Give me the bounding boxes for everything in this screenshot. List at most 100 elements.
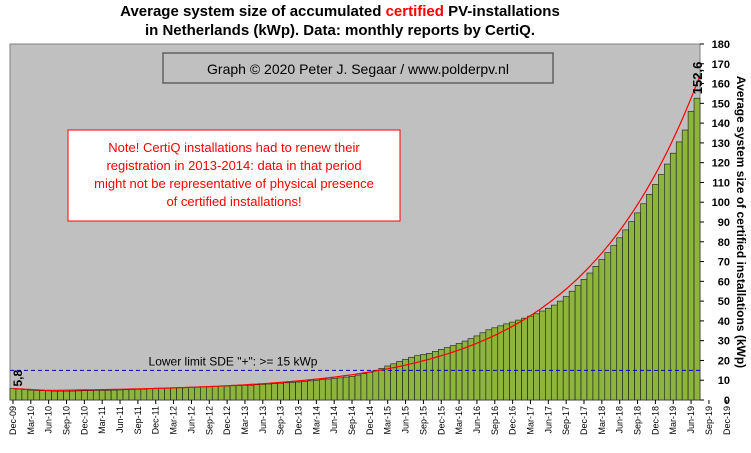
bar — [223, 385, 231, 401]
bar — [158, 387, 165, 401]
bar — [687, 110, 695, 401]
bar — [384, 365, 391, 401]
bar — [539, 310, 546, 401]
bar — [664, 163, 671, 401]
bar — [104, 390, 112, 401]
bar — [176, 387, 183, 401]
bars-group — [9, 97, 701, 401]
title-accent: certified — [386, 3, 444, 20]
y-tick-label: 10 — [718, 375, 730, 387]
x-tick-label: Sep-11 — [133, 406, 143, 434]
bar — [265, 383, 273, 401]
x-tick-label: Jun-10 — [44, 406, 54, 434]
bar — [205, 386, 213, 401]
bar — [556, 300, 564, 401]
bar — [128, 389, 136, 401]
x-tick-label: Jun-13 — [258, 406, 268, 434]
y-tick-label: 100 — [712, 197, 730, 209]
x-tick-label: Jun-19 — [686, 406, 696, 434]
bar — [200, 386, 207, 401]
bar — [527, 315, 534, 401]
x-tick-label: Sep-16 — [490, 406, 500, 435]
bar — [81, 390, 88, 401]
y-tick-label: 70 — [718, 257, 730, 269]
bar — [616, 237, 623, 401]
bar — [45, 390, 52, 401]
bar — [63, 390, 70, 401]
x-tick-label: Sep-13 — [276, 406, 286, 435]
note-line-2: registration in 2013-2014: data in that … — [106, 158, 361, 173]
bar — [562, 296, 570, 401]
x-tick-label: Mar-14 — [311, 406, 321, 435]
bar — [521, 317, 528, 401]
bar — [69, 390, 76, 401]
bar — [449, 345, 457, 401]
trendline — [12, 75, 701, 392]
x-tick-label: Sep-14 — [347, 406, 357, 435]
y-tick-label: 150 — [712, 98, 730, 110]
bar — [366, 372, 374, 401]
bar — [134, 389, 142, 401]
bar — [330, 378, 338, 401]
x-tick-label: Dec-11 — [151, 406, 161, 434]
bar — [289, 382, 296, 401]
note-box — [67, 129, 401, 222]
note-line-1: Note! CertiQ installations had to renew … — [108, 140, 360, 155]
x-tick-label: Mar-12 — [169, 406, 179, 435]
bar — [51, 390, 58, 401]
x-tick-label: Dec-13 — [293, 406, 303, 435]
bar — [33, 390, 41, 401]
x-tick-label: Dec-18 — [650, 406, 660, 435]
bar — [324, 378, 332, 401]
x-tick-label: Dec-09 — [8, 406, 18, 435]
bar — [628, 221, 635, 401]
bar — [515, 319, 522, 401]
bar — [75, 390, 82, 401]
x-tick-label: Jun-14 — [329, 406, 339, 434]
bar — [211, 386, 219, 401]
x-tick-label: Sep-15 — [418, 406, 428, 435]
x-tick-label: Dec-15 — [436, 406, 446, 435]
bar — [443, 347, 451, 401]
bar — [259, 384, 267, 401]
y-axis-label: Average system size of certified install… — [734, 76, 748, 368]
bar — [170, 387, 177, 401]
bar — [188, 386, 195, 401]
bar — [283, 382, 290, 401]
bar — [545, 307, 552, 401]
bar — [622, 229, 629, 401]
x-tick-label: Mar-15 — [383, 406, 393, 435]
x-tick-label: Dec-14 — [365, 406, 375, 435]
y-tick-label: 160 — [712, 79, 730, 91]
bar — [336, 377, 344, 401]
y-tick-label: 40 — [718, 316, 730, 328]
bar — [313, 379, 320, 401]
bar — [693, 97, 701, 401]
y-tick-label: 120 — [712, 158, 730, 170]
bar — [27, 389, 35, 401]
bar — [348, 375, 356, 401]
bar — [140, 388, 148, 401]
bar — [39, 390, 46, 401]
bar — [669, 152, 677, 401]
bar — [98, 390, 106, 401]
bar — [164, 387, 171, 401]
x-tick-label: Jun-18 — [615, 406, 625, 434]
y-tick-label: 180 — [712, 39, 730, 51]
bar — [253, 384, 261, 401]
note-line-4: of certified installations! — [166, 194, 301, 209]
bar — [568, 290, 576, 401]
bar — [574, 284, 582, 401]
bar — [533, 313, 540, 401]
bar — [57, 390, 64, 401]
y-tick-label: 90 — [718, 217, 730, 229]
x-tick-label: Jun-16 — [472, 406, 482, 434]
bar — [194, 386, 201, 401]
reference-line-label: Lower limit SDE "+": >= 15 kWp — [149, 354, 318, 368]
bar — [658, 174, 665, 401]
bar — [503, 323, 510, 401]
bar — [360, 373, 368, 401]
bar — [586, 272, 594, 401]
bar — [473, 335, 481, 401]
bar — [509, 321, 516, 401]
